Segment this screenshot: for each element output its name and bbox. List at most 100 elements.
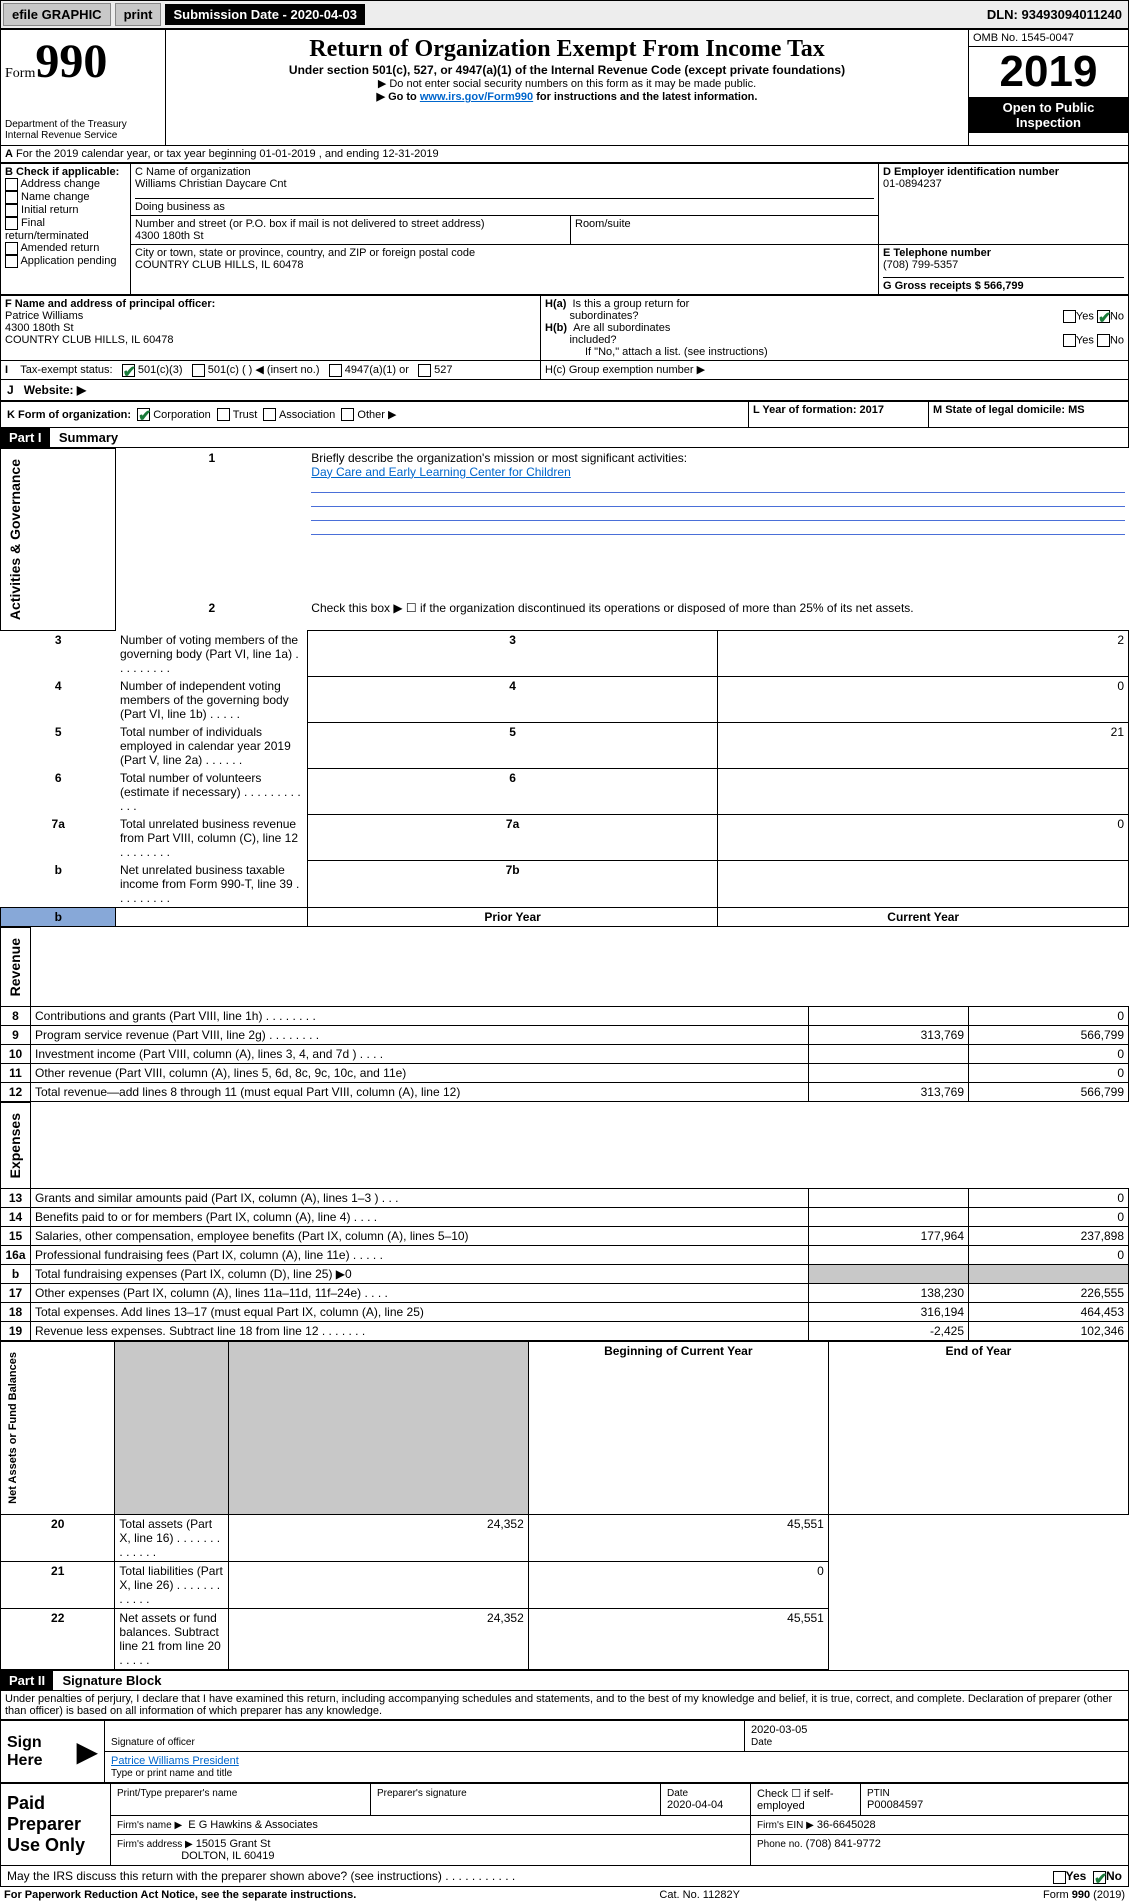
line-value xyxy=(718,769,1129,815)
prior-value xyxy=(809,1007,969,1026)
perjury-declaration: Under penalties of perjury, I declare th… xyxy=(0,1691,1129,1720)
form-number: 990 xyxy=(35,35,107,88)
current-value: 45,551 xyxy=(528,1515,828,1562)
firm-ein-label: Firm's EIN ▶ xyxy=(757,1820,814,1831)
line-text: Salaries, other compensation, employee b… xyxy=(31,1227,809,1246)
dba-label: Doing business as xyxy=(135,198,874,213)
b-opt-checkbox[interactable] xyxy=(5,204,18,217)
discontinue-check: Check this box ▶ ☐ if the organization d… xyxy=(307,599,1128,631)
part1-header: Part I xyxy=(1,428,50,447)
prior-value: 24,352 xyxy=(228,1609,528,1670)
ha-yes-checkbox[interactable] xyxy=(1063,310,1076,323)
sign-here-block: Sign Here ▶ Signature of officer 2020-03… xyxy=(0,1720,1129,1783)
b-opt-checkbox[interactable] xyxy=(5,178,18,191)
current-value: 566,799 xyxy=(969,1026,1129,1045)
trust-checkbox[interactable] xyxy=(217,408,230,421)
phone-label: E Telephone number xyxy=(883,247,991,259)
line-text: Total revenue—add lines 8 through 11 (mu… xyxy=(31,1083,809,1102)
ein-label: D Employer identification number xyxy=(883,166,1059,178)
line-text: Investment income (Part VIII, column (A)… xyxy=(31,1045,809,1064)
discuss-no-checkbox[interactable] xyxy=(1093,1871,1106,1884)
501c3-checkbox[interactable] xyxy=(122,364,135,377)
current-value: 0 xyxy=(528,1562,828,1609)
form-subtitle: Under section 501(c), 527, or 4947(a)(1)… xyxy=(172,63,962,77)
irs-link[interactable]: www.irs.gov/Form990 xyxy=(420,91,533,103)
tax-status-label: Tax-exempt status: xyxy=(20,364,112,376)
line-text: Program service revenue (Part VIII, line… xyxy=(31,1026,809,1045)
b-opt-checkbox[interactable] xyxy=(5,242,18,255)
current-value: 226,555 xyxy=(969,1284,1129,1303)
firm-addr2: DOLTON, IL 60419 xyxy=(181,1850,274,1862)
sig-date-label: Date xyxy=(751,1737,772,1748)
prep-sig-label: Preparer's signature xyxy=(377,1788,467,1799)
prior-value xyxy=(809,1189,969,1208)
line-text: Net assets or fund balances. Subtract li… xyxy=(115,1609,228,1670)
na-label: Net Assets or Fund Balances xyxy=(5,1344,21,1512)
mission-text[interactable]: Day Care and Early Learning Center for C… xyxy=(311,465,570,479)
prior-value xyxy=(809,1045,969,1064)
line-text: Contributions and grants (Part VIII, lin… xyxy=(31,1007,809,1026)
line-text: Grants and similar amounts paid (Part IX… xyxy=(31,1189,809,1208)
prior-value xyxy=(809,1246,969,1265)
line-value: 21 xyxy=(718,723,1129,769)
part2-title: Signature Block xyxy=(56,1673,161,1688)
form-word: Form xyxy=(5,66,35,81)
form-title: Return of Organization Exempt From Incom… xyxy=(172,36,962,63)
officer-name: Patrice Williams xyxy=(5,310,83,322)
officer-addr1: 4300 180th St xyxy=(5,322,74,334)
cat-number: Cat. No. 11282Y xyxy=(659,1889,740,1901)
ptin-value: P00084597 xyxy=(867,1799,923,1811)
form-ref: Form 990 (2019) xyxy=(1043,1889,1125,1901)
prior-year-hdr: Prior Year xyxy=(307,907,718,926)
efile-button[interactable]: efile GRAPHIC xyxy=(3,3,111,26)
current-value: 0 xyxy=(969,1007,1129,1026)
line-text: Total number of volunteers (estimate if … xyxy=(116,769,307,815)
assoc-checkbox[interactable] xyxy=(263,408,276,421)
prior-value: 313,769 xyxy=(809,1083,969,1102)
current-value: 566,799 xyxy=(969,1083,1129,1102)
begin-year-hdr: Beginning of Current Year xyxy=(528,1342,828,1515)
hb-no-checkbox[interactable] xyxy=(1097,334,1110,347)
prep-date-label: Date xyxy=(667,1788,688,1799)
b-opt-checkbox[interactable] xyxy=(5,255,18,268)
org-form-row: K Form of organization: Corporation Trus… xyxy=(0,401,1129,429)
officer-block: F Name and address of principal officer:… xyxy=(0,295,1129,380)
prior-value: 177,964 xyxy=(809,1227,969,1246)
group-exemption: H(c) Group exemption number ▶ xyxy=(545,364,705,376)
line-text: Total number of individuals employed in … xyxy=(116,723,307,769)
line-text: Total assets (Part X, line 16) . . . . .… xyxy=(115,1515,228,1562)
print-button[interactable]: print xyxy=(115,3,162,26)
check-applicable-label: B Check if applicable: xyxy=(5,166,119,178)
b-opt-checkbox[interactable] xyxy=(5,191,18,204)
website-row: J Website: ▶ xyxy=(0,380,1129,401)
ha-no-checkbox[interactable] xyxy=(1097,310,1110,323)
gross-receipts: G Gross receipts $ 566,799 xyxy=(883,280,1024,292)
part2-header: Part II xyxy=(1,1671,53,1690)
discuss-yes-checkbox[interactable] xyxy=(1053,1871,1066,1884)
prior-value: -2,425 xyxy=(809,1322,969,1341)
527-checkbox[interactable] xyxy=(418,364,431,377)
irs-label: Internal Revenue Service xyxy=(5,130,161,141)
mission-label: Briefly describe the organization's miss… xyxy=(311,451,687,465)
firm-ein: 36-6645028 xyxy=(817,1819,876,1831)
sign-here-label: Sign Here xyxy=(1,1721,71,1783)
city-value: COUNTRY CLUB HILLS, IL 60478 xyxy=(135,259,304,271)
officer-title-label: Type or print name and title xyxy=(111,1768,232,1779)
line-text: Number of independent voting members of … xyxy=(116,677,307,723)
corp-checkbox[interactable] xyxy=(137,408,150,421)
b-opt-checkbox[interactable] xyxy=(5,217,18,230)
line-value: 0 xyxy=(718,677,1129,723)
firm-addr1: 15015 Grant St xyxy=(196,1838,271,1850)
line-text: Other revenue (Part VIII, column (A), li… xyxy=(31,1064,809,1083)
ptin-label: PTIN xyxy=(867,1788,890,1799)
form-org-label: K Form of organization: xyxy=(7,409,131,421)
hb-yes-checkbox[interactable] xyxy=(1063,334,1076,347)
org-name-label: C Name of organization xyxy=(135,166,251,178)
phone-value: (708) 799-5357 xyxy=(883,259,958,271)
4947-checkbox[interactable] xyxy=(329,364,342,377)
prep-date: 2020-04-04 xyxy=(667,1799,723,1811)
street-address: 4300 180th St xyxy=(135,230,204,242)
paid-preparer-label: Paid Preparer Use Only xyxy=(1,1784,111,1866)
other-checkbox[interactable] xyxy=(341,408,354,421)
501c-checkbox[interactable] xyxy=(192,364,205,377)
